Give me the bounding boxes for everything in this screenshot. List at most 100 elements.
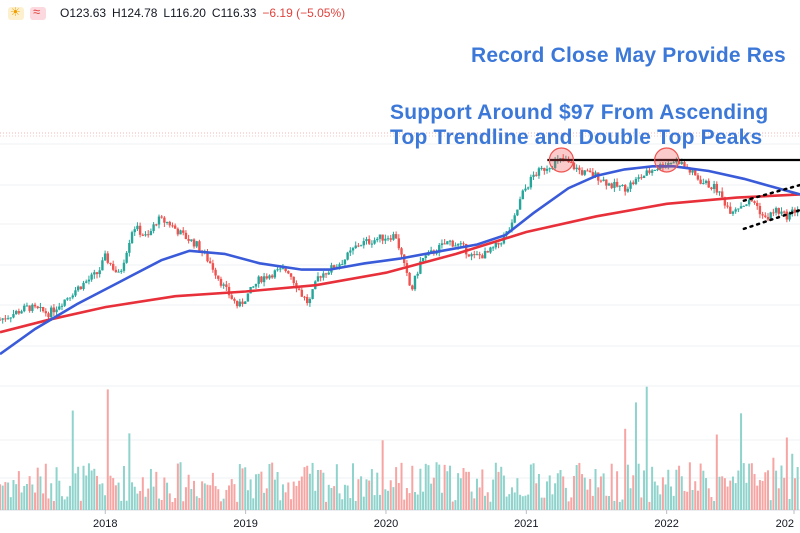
candle-body [446,241,449,245]
volume-bar [112,478,115,510]
volume-bar [462,468,465,510]
candle-body [311,289,314,299]
volume-bar [85,475,88,510]
candle-body [518,199,522,210]
candle-body [147,234,150,236]
candle-body [648,170,651,173]
candle-body [753,201,756,203]
candle-body [308,298,312,304]
candle-body [184,232,188,240]
volume-bar [343,484,346,510]
volume-bar [141,477,144,510]
candle-body [198,241,201,252]
candle-body [316,276,320,282]
candle-body [349,250,352,253]
candle-body [287,271,290,274]
candle-body [720,191,724,198]
candle-body [9,317,12,319]
volume-bar [60,496,63,510]
peak-circle [654,147,680,173]
candle-body [230,295,233,299]
candle-body [435,252,438,254]
candle-body [526,187,530,189]
volume-bars [0,386,799,510]
volume-bar [416,494,419,510]
volume-bar [330,487,333,510]
candle-body [357,245,360,247]
volume-bar [174,498,177,510]
volume-bar [349,498,352,510]
peak-circle [548,147,575,173]
candle-body [362,241,365,246]
candle-body [769,212,772,220]
volume-bar [788,498,791,510]
volume-bar [298,480,301,510]
x-axis: 2018 2019 2020 2021 2022 202 [93,510,795,530]
volume-bar [478,487,481,510]
candle-body [173,225,177,229]
candle-body [260,276,263,283]
volume-bar [578,462,581,510]
volume-bar [109,475,112,510]
candle-body [341,264,344,266]
candle-body [227,286,231,296]
volume-bar [327,484,330,510]
volume-bar [661,477,664,510]
trend-line-upper [742,183,800,202]
volume-bar [373,495,376,510]
candle-body [545,168,549,171]
volume-bar [147,488,150,510]
volume-bar [653,481,656,510]
volume-bar [454,500,457,510]
volume-bar [664,484,667,510]
low-value: L116.20 [163,6,206,20]
candle-body [462,243,465,245]
volume-bar [66,496,69,510]
volume-bar [575,464,578,510]
candle-body [214,269,217,276]
candle-body [553,161,557,169]
volume-bar [155,471,158,510]
candle-body [98,270,101,275]
volume-bar [368,480,371,510]
volume-bar [484,495,487,510]
volume-bar [777,488,780,510]
candle-body [497,242,500,245]
candle-body [521,190,524,200]
sun-icon[interactable] [8,5,24,20]
candle-body [254,283,258,287]
candle-body [238,301,242,307]
volume-bar [25,483,28,510]
candle-body [570,162,573,164]
candle-body [707,180,710,188]
volume-bar [176,463,179,510]
volume-bar [791,453,794,510]
candle-body [125,252,128,263]
candle-body [411,285,414,290]
candle-body [109,262,112,264]
candle-body [473,254,476,256]
volume-bar [117,482,120,510]
volume-bar [413,492,416,510]
x-tick-label: 2020 [374,518,398,530]
wave-icon[interactable] [30,4,46,20]
volume-bar [783,477,786,510]
candle-body [292,276,295,284]
candle-body [182,230,185,233]
volume-bar [564,487,567,510]
candle-body [491,247,495,249]
candle-body [165,221,169,223]
candle-body [500,243,503,245]
candle-body [494,242,498,248]
volume-bar [303,467,306,510]
candle-body [52,307,56,313]
candle-body [71,295,74,298]
candle-body [14,311,18,315]
volume-bar [74,473,77,510]
candle-body [618,185,621,187]
volume-bar [273,479,276,510]
volume-bar [1,485,4,510]
volume-bar [567,501,570,510]
candle-body [111,263,115,270]
